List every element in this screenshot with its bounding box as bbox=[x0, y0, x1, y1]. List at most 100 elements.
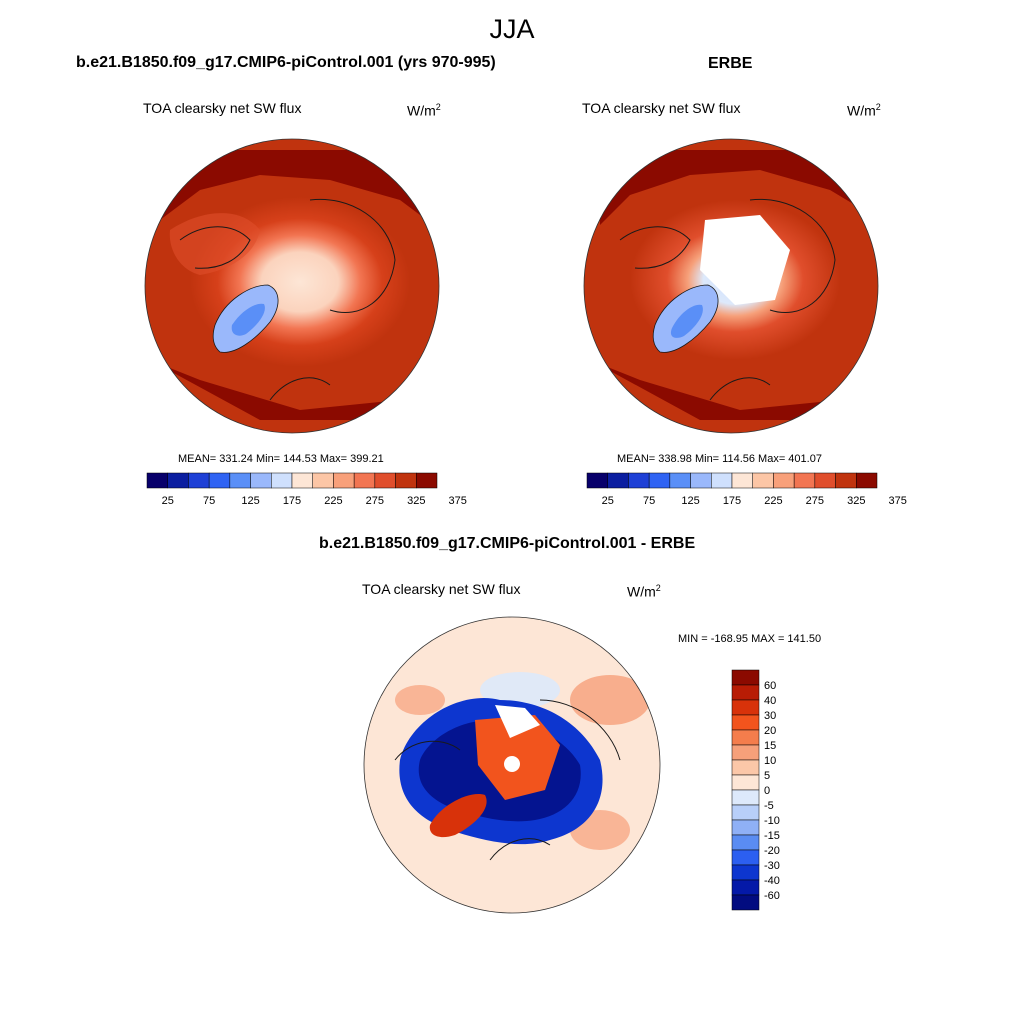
panel-2-variable: TOA clearsky net SW flux bbox=[582, 100, 741, 116]
colorbar-swatch bbox=[731, 834, 760, 851]
colorbar-tick-label: 225 bbox=[764, 495, 782, 507]
coast-eurasia-2 bbox=[749, 198, 836, 314]
colorbar-tick-label: 125 bbox=[681, 495, 699, 507]
panel-3-variable: TOA clearsky net SW flux bbox=[362, 581, 521, 597]
colorbar-swatch bbox=[690, 472, 712, 489]
coast-greenland-2 bbox=[652, 284, 719, 353]
colorbar-swatch bbox=[731, 744, 760, 761]
map-border-3 bbox=[363, 616, 661, 914]
colorbar-swatch bbox=[271, 472, 293, 489]
colorbar-swatch bbox=[669, 472, 691, 489]
map-panel-2 bbox=[583, 138, 879, 434]
colorbar-swatch bbox=[146, 472, 168, 489]
colorbar-tick-label: 15 bbox=[764, 740, 776, 752]
pole-hole-2 bbox=[722, 273, 740, 291]
coast-eurasia-3 bbox=[539, 699, 621, 761]
colorbar-swatch bbox=[731, 729, 760, 746]
southern-band-2 bbox=[590, 330, 878, 420]
colorbar-swatch bbox=[188, 472, 210, 489]
colorbar-swatch bbox=[711, 472, 733, 489]
panel-2-units: W/m2 bbox=[847, 102, 881, 119]
colorbar-swatch bbox=[752, 472, 774, 489]
panel-3-stats: MIN = -168.95 MAX = 141.50 bbox=[678, 633, 822, 645]
diff-patch-nw bbox=[395, 685, 445, 715]
colorbar-swatch bbox=[291, 472, 313, 489]
colorbar-swatch bbox=[731, 879, 760, 896]
panel-3-title: b.e21.B1850.f09_g17.CMIP6-piControl.001 … bbox=[319, 535, 696, 552]
colorbar-tick-label: 40 bbox=[764, 695, 776, 707]
coast-europe-2 bbox=[709, 377, 771, 401]
colorbar-tick-label: 20 bbox=[764, 725, 776, 737]
diff-patch-ne bbox=[570, 675, 650, 725]
colorbar-tick-label: -5 bbox=[764, 800, 774, 812]
tropics-band-2 bbox=[600, 150, 878, 225]
colorbar-swatch bbox=[333, 472, 355, 489]
diff-central-positive bbox=[475, 715, 560, 800]
colorbar-tick-label: -30 bbox=[764, 860, 780, 872]
colorbar-swatch bbox=[793, 472, 816, 489]
colorbar-swatch bbox=[167, 472, 189, 489]
southern-band-1 bbox=[150, 330, 439, 420]
colorbar-tick-label: 30 bbox=[764, 710, 776, 722]
colorbar-swatch bbox=[731, 894, 760, 911]
coast-america-3 bbox=[394, 740, 461, 761]
colorbar-tick-label: -60 bbox=[764, 890, 780, 902]
colorbar-tick-label: 325 bbox=[407, 495, 425, 507]
colorbar-swatch bbox=[731, 759, 760, 776]
colorbar-swatch bbox=[814, 472, 836, 489]
colorbar-swatch bbox=[731, 669, 760, 686]
map-border-1 bbox=[144, 138, 440, 434]
panel-2-title: ERBE bbox=[708, 55, 753, 72]
colorbar-swatch bbox=[856, 472, 878, 489]
colorbar-tick-label: 25 bbox=[602, 495, 614, 507]
colorbar-swatch bbox=[607, 472, 629, 489]
colorbar-swatch bbox=[835, 472, 857, 489]
colorbar-tick-label: -40 bbox=[764, 875, 780, 887]
coast-europe-3 bbox=[489, 838, 551, 861]
colorbar-swatch bbox=[250, 472, 272, 489]
colorbar-swatch bbox=[648, 472, 671, 489]
diff-greenland-positive bbox=[429, 794, 487, 838]
colorbar-swatch bbox=[586, 472, 608, 489]
coast-america-2 bbox=[619, 226, 691, 269]
north-america-1 bbox=[169, 213, 260, 275]
colorbar-tick-label: -15 bbox=[764, 830, 780, 842]
colorbar-tick-label: -10 bbox=[764, 815, 780, 827]
panel-3-units: W/m2 bbox=[627, 583, 661, 600]
diff-patch-n bbox=[480, 672, 560, 708]
coast-greenland-1 bbox=[212, 284, 279, 353]
colorbar-1: 25 75 125 175 225 275 325 375 bbox=[146, 472, 467, 507]
colorbar-tick-label: 75 bbox=[643, 495, 655, 507]
colorbar-tick-label: 375 bbox=[889, 495, 907, 507]
colorbar-swatch bbox=[416, 472, 438, 489]
colorbar-swatch bbox=[731, 774, 760, 791]
colorbar-swatch bbox=[731, 864, 760, 881]
colorbar-tick-label: -20 bbox=[764, 845, 780, 857]
colorbar-swatch bbox=[773, 472, 795, 489]
map-panel-3 bbox=[363, 616, 661, 914]
map-border-2 bbox=[583, 138, 879, 434]
tropics-band-1 bbox=[160, 150, 439, 230]
colorbar-tick-label: 10 bbox=[764, 755, 776, 767]
panel-2-stats: MEAN= 338.98 Min= 114.56 Max= 401.07 bbox=[617, 453, 822, 465]
colorbar-2: 25 75 125 175 225 275 325 375 bbox=[586, 472, 907, 507]
colorbar-swatch bbox=[731, 804, 760, 821]
colorbar-swatch bbox=[208, 472, 231, 489]
colorbar-tick-label: 175 bbox=[283, 495, 301, 507]
colorbar-swatch bbox=[731, 699, 760, 716]
colorbar-swatch bbox=[731, 849, 760, 866]
panel-1-stats: MEAN= 331.24 Min= 144.53 Max= 399.21 bbox=[178, 453, 384, 465]
coast-europe-1 bbox=[269, 377, 331, 401]
colorbar-swatch bbox=[731, 472, 753, 489]
colorbar-tick-label: 125 bbox=[241, 495, 259, 507]
colorbar-tick-label: 60 bbox=[764, 680, 776, 692]
colorbar-tick-label: 5 bbox=[764, 770, 770, 782]
panel-1-units: W/m2 bbox=[407, 102, 441, 119]
colorbar-tick-label: 275 bbox=[366, 495, 384, 507]
panel-1-title: b.e21.B1850.f09_g17.CMIP6-piControl.001 … bbox=[76, 54, 496, 71]
colorbar-swatch bbox=[628, 472, 650, 489]
colorbar-3: 60 40 30 20 15 10 5 0 -5 -10 -15 -20 -30 -40 -60 bbox=[731, 669, 780, 911]
colorbar-swatch bbox=[374, 472, 396, 489]
colorbar-tick-label: 325 bbox=[847, 495, 865, 507]
